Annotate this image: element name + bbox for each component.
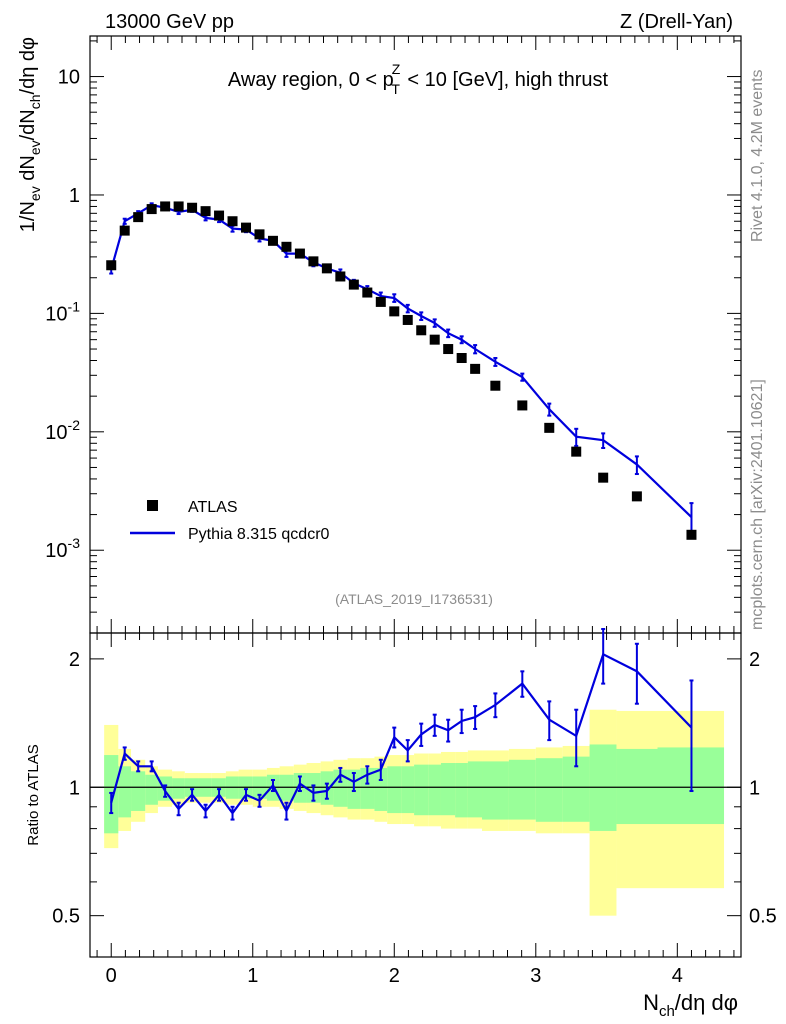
atlas-point [686,529,697,540]
ratio-inner-band [374,767,388,811]
atlas-point [146,204,157,215]
main-y-tick-label: 10-1 [45,298,80,325]
ratio-y-tick-label: 0.5 [52,906,80,928]
ratio-inner-band [118,766,132,818]
main-y-tick-label: 10-3 [45,535,80,562]
pythia-line [110,204,693,518]
legend-pythia-label: Pythia 8.315 qcdcr0 [188,526,330,543]
atlas-point [375,296,386,307]
legend-atlas-label: ATLAS [188,499,238,516]
atlas-point [227,216,238,227]
ratio-inner-band [414,764,429,816]
ratio-bands [104,709,725,916]
atlas-point [416,325,427,336]
ratio-inner-band [131,771,146,811]
ratio-inner-band [387,766,402,814]
plot-title: Away region, 0 < pZ T < 10 [GeV], high th… [228,61,609,97]
atlas-point [173,201,184,212]
main-y-tick-label: 10-2 [45,417,80,444]
x-tick-label: 2 [389,965,400,987]
atlas-point [281,241,292,252]
main-axes: 10 1 10-1 10-2 10-3 [45,35,742,634]
ratio-axes: 0 1 2 3 4 2 2 1 1 0.5 0.5 [52,632,777,987]
atlas-point [321,263,332,274]
atlas-point [241,222,252,233]
atlas-point [187,202,198,213]
ratio-series [109,628,694,821]
atlas-point [517,400,528,411]
ratio-y-tick-label-right: 2 [749,649,760,671]
ratio-inner-band [360,767,375,809]
main-y-tick-label: 10 [58,67,80,89]
atlas-point [443,344,454,355]
atlas-point [308,256,319,267]
x-tick-label: 1 [247,965,258,987]
atlas-point [119,225,130,236]
atlas-point [294,248,305,259]
ratio-inner-band [428,764,441,816]
atlas-point [490,380,501,391]
atlas-point [631,491,642,502]
ratio-y-tick-label: 2 [69,649,80,671]
atlas-point [348,279,359,290]
atlas-point [470,363,481,374]
main-series [106,201,697,540]
y-axis-label-main: 1/Nev dNev/dNch/dη dφ [17,37,43,232]
legend: ATLAS Pythia 8.315 qcdcr0 [130,499,330,543]
atlas-point [335,271,346,282]
ratio-inner-band [535,758,563,822]
atlas-point [214,210,225,221]
atlas-point [133,212,144,223]
ratio-inner-band [482,761,509,820]
rivet-label: Rivet 4.1.0, 4.2M events [749,69,766,242]
atlas-point [362,287,373,298]
legend-atlas-marker [147,500,158,511]
ratio-inner-band [401,766,415,814]
atlas-point [429,334,440,345]
atlas-point [456,353,467,364]
main-frame [89,35,742,634]
ratio-inner-band [440,763,456,816]
ratio-inner-band [616,748,658,825]
x-axis-label: Nch/dη dφ [643,990,738,1020]
atlas-point [389,306,400,317]
ratio-inner-band [145,774,158,805]
analysis-id: (ATLAS_2019_I1736531) [335,591,493,607]
atlas-point [254,229,265,240]
main-y-tick-label: 1 [69,185,80,207]
ratio-inner-band [508,759,536,820]
atlas-point [544,422,555,433]
x-tick-label: 0 [106,965,117,987]
atlas-point [106,260,117,271]
ratio-inner-band [467,761,483,818]
ratio-frame [89,632,742,958]
ratio-y-tick-label: 1 [69,777,80,799]
ratio-inner-band [562,756,590,822]
y-axis-label-ratio: Ratio to ATLAS [25,744,42,845]
atlas-point [200,206,211,217]
atlas-point [160,201,171,212]
ratio-y-tick-label-right: 0.5 [749,906,777,928]
atlas-point [598,472,609,483]
header-left: 13000 GeV pp [105,11,234,33]
ratio-y-tick-label-right: 1 [749,777,760,799]
atlas-point [571,446,582,457]
x-tick-label: 3 [530,965,541,987]
ratio-inner-band [172,778,185,799]
ratio-inner-band [455,763,468,818]
atlas-point [402,314,413,325]
mcplots-label: mcplots.cern.ch [arXiv:2401.10621] [749,379,766,630]
atlas-point [267,235,278,246]
x-tick-label: 4 [672,965,683,987]
header-right: Z (Drell-Yan) [620,11,733,33]
